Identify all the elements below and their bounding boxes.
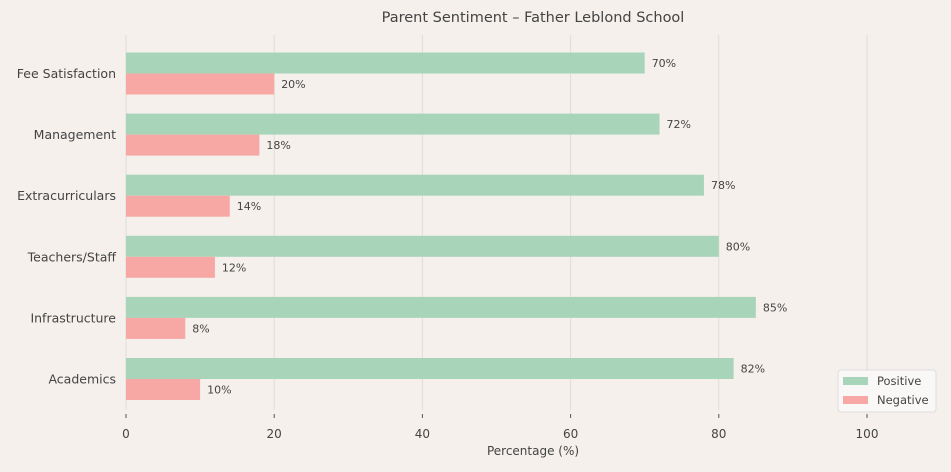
bar-negative [126, 73, 275, 95]
legend-label-negative: Negative [877, 393, 929, 407]
x-tick-label: 100 [856, 427, 879, 441]
data-label: 12% [222, 261, 246, 274]
data-label: 14% [237, 200, 261, 213]
x-tick-label: 40 [415, 427, 430, 441]
bar-positive [126, 358, 734, 379]
y-tick-label: Extracurriculars [17, 188, 116, 203]
bar-negative [126, 134, 260, 156]
y-tick-label: Fee Satisfaction [17, 66, 116, 81]
bar-positive [126, 296, 756, 318]
chart-title: Parent Sentiment – Father Leblond School [382, 10, 685, 26]
data-label: 78% [711, 179, 735, 192]
data-label: 8% [192, 322, 209, 335]
data-label: 10% [207, 384, 231, 397]
x-axis-label: Percentage (%) [487, 444, 579, 458]
legend-swatch-negative [843, 396, 868, 404]
y-tick-label: Infrastructure [30, 310, 116, 325]
data-label: 70% [652, 57, 676, 70]
y-tick-label: Academics [48, 372, 116, 387]
bar-negative [126, 379, 201, 400]
x-tick-label: 20 [267, 427, 282, 441]
data-label: 85% [763, 301, 787, 314]
bar-positive [126, 113, 660, 135]
bar-negative [126, 317, 186, 339]
y-tick-label: Teachers/Staff [27, 249, 117, 264]
data-label: 80% [726, 240, 750, 253]
legend-label-positive: Positive [877, 374, 921, 388]
x-tick-label: 80 [711, 427, 726, 441]
data-label: 20% [281, 78, 305, 91]
data-label: 82% [741, 363, 765, 376]
bar-positive [126, 174, 704, 196]
x-tick-label: 0 [122, 427, 130, 441]
bar-positive [126, 52, 645, 74]
data-label: 18% [266, 139, 290, 152]
y-tick-label: Management [34, 127, 116, 142]
legend-swatch-positive [843, 377, 868, 385]
bar-negative [126, 256, 215, 278]
bar-positive [126, 235, 719, 257]
x-tick-label: 60 [563, 427, 578, 441]
legend: Positive Negative [837, 369, 937, 413]
bar-negative [126, 195, 230, 217]
data-label: 72% [667, 118, 691, 131]
